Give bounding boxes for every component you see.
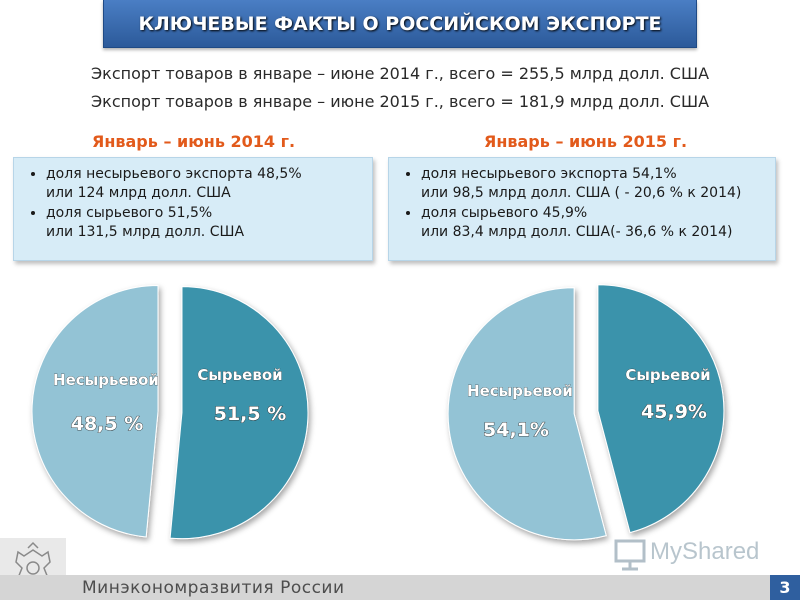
facts-box-2014: доля несырьевого экспорта 48,5% или 124 …: [13, 157, 373, 261]
slice-value-label: 45,9%: [641, 401, 707, 423]
facts-box-2015: доля несырьевого экспорта 54,1% или 98,5…: [388, 157, 776, 261]
fact-bullet: доля несырьевого экспорта 48,5% или 124 …: [46, 165, 364, 203]
pie-slice-raw: [169, 286, 309, 540]
slice-category-label: Несырьевой: [467, 382, 573, 400]
title-banner: КЛЮЧЕВЫЕ ФАКТЫ О РОССИЙСКОМ ЭКСПОРТЕ: [103, 0, 697, 48]
pie-slice-nonraw: [447, 287, 607, 541]
summary-line-2015: Экспорт товаров в январе – июне 2015 г.,…: [90, 92, 710, 111]
pie-slice-nonraw: [31, 285, 159, 538]
presentation-screen-icon: [612, 535, 772, 575]
fact-bullet: доля сырьевого 51,5% или 131,5 млрд долл…: [46, 204, 364, 242]
fact-bullet: доля несырьевого экспорта 54,1% или 98,5…: [421, 165, 767, 203]
slice-category-label: Сырьевой: [625, 366, 710, 384]
period-label-2015: Январь – июнь 2015 г.: [484, 132, 688, 151]
slice-value-label: 48,5 %: [71, 413, 144, 435]
slice-category-label: Несырьевой: [53, 371, 159, 389]
slice-category-label: Сырьевой: [197, 366, 282, 384]
page-title: КЛЮЧЕВЫЕ ФАКТЫ О РОССИЙСКОМ ЭКСПОРТЕ: [138, 12, 662, 35]
ministry-name: Минэкономразвития России: [82, 578, 345, 598]
pie-slice-raw: [597, 284, 725, 534]
slice-value-label: 54,1%: [483, 419, 549, 441]
summary-line-2014: Экспорт товаров в январе – июне 2014 г.,…: [90, 64, 710, 83]
page-number: 3: [770, 575, 800, 600]
period-label-2014: Январь – июнь 2014 г.: [92, 132, 296, 151]
slice-value-label: 51,5 %: [214, 403, 287, 425]
footer-strip: [0, 575, 800, 600]
watermark-text: MyShared: [650, 538, 760, 565]
fact-bullet: доля сырьевого 45,9% или 83,4 млрд долл.…: [421, 204, 767, 242]
